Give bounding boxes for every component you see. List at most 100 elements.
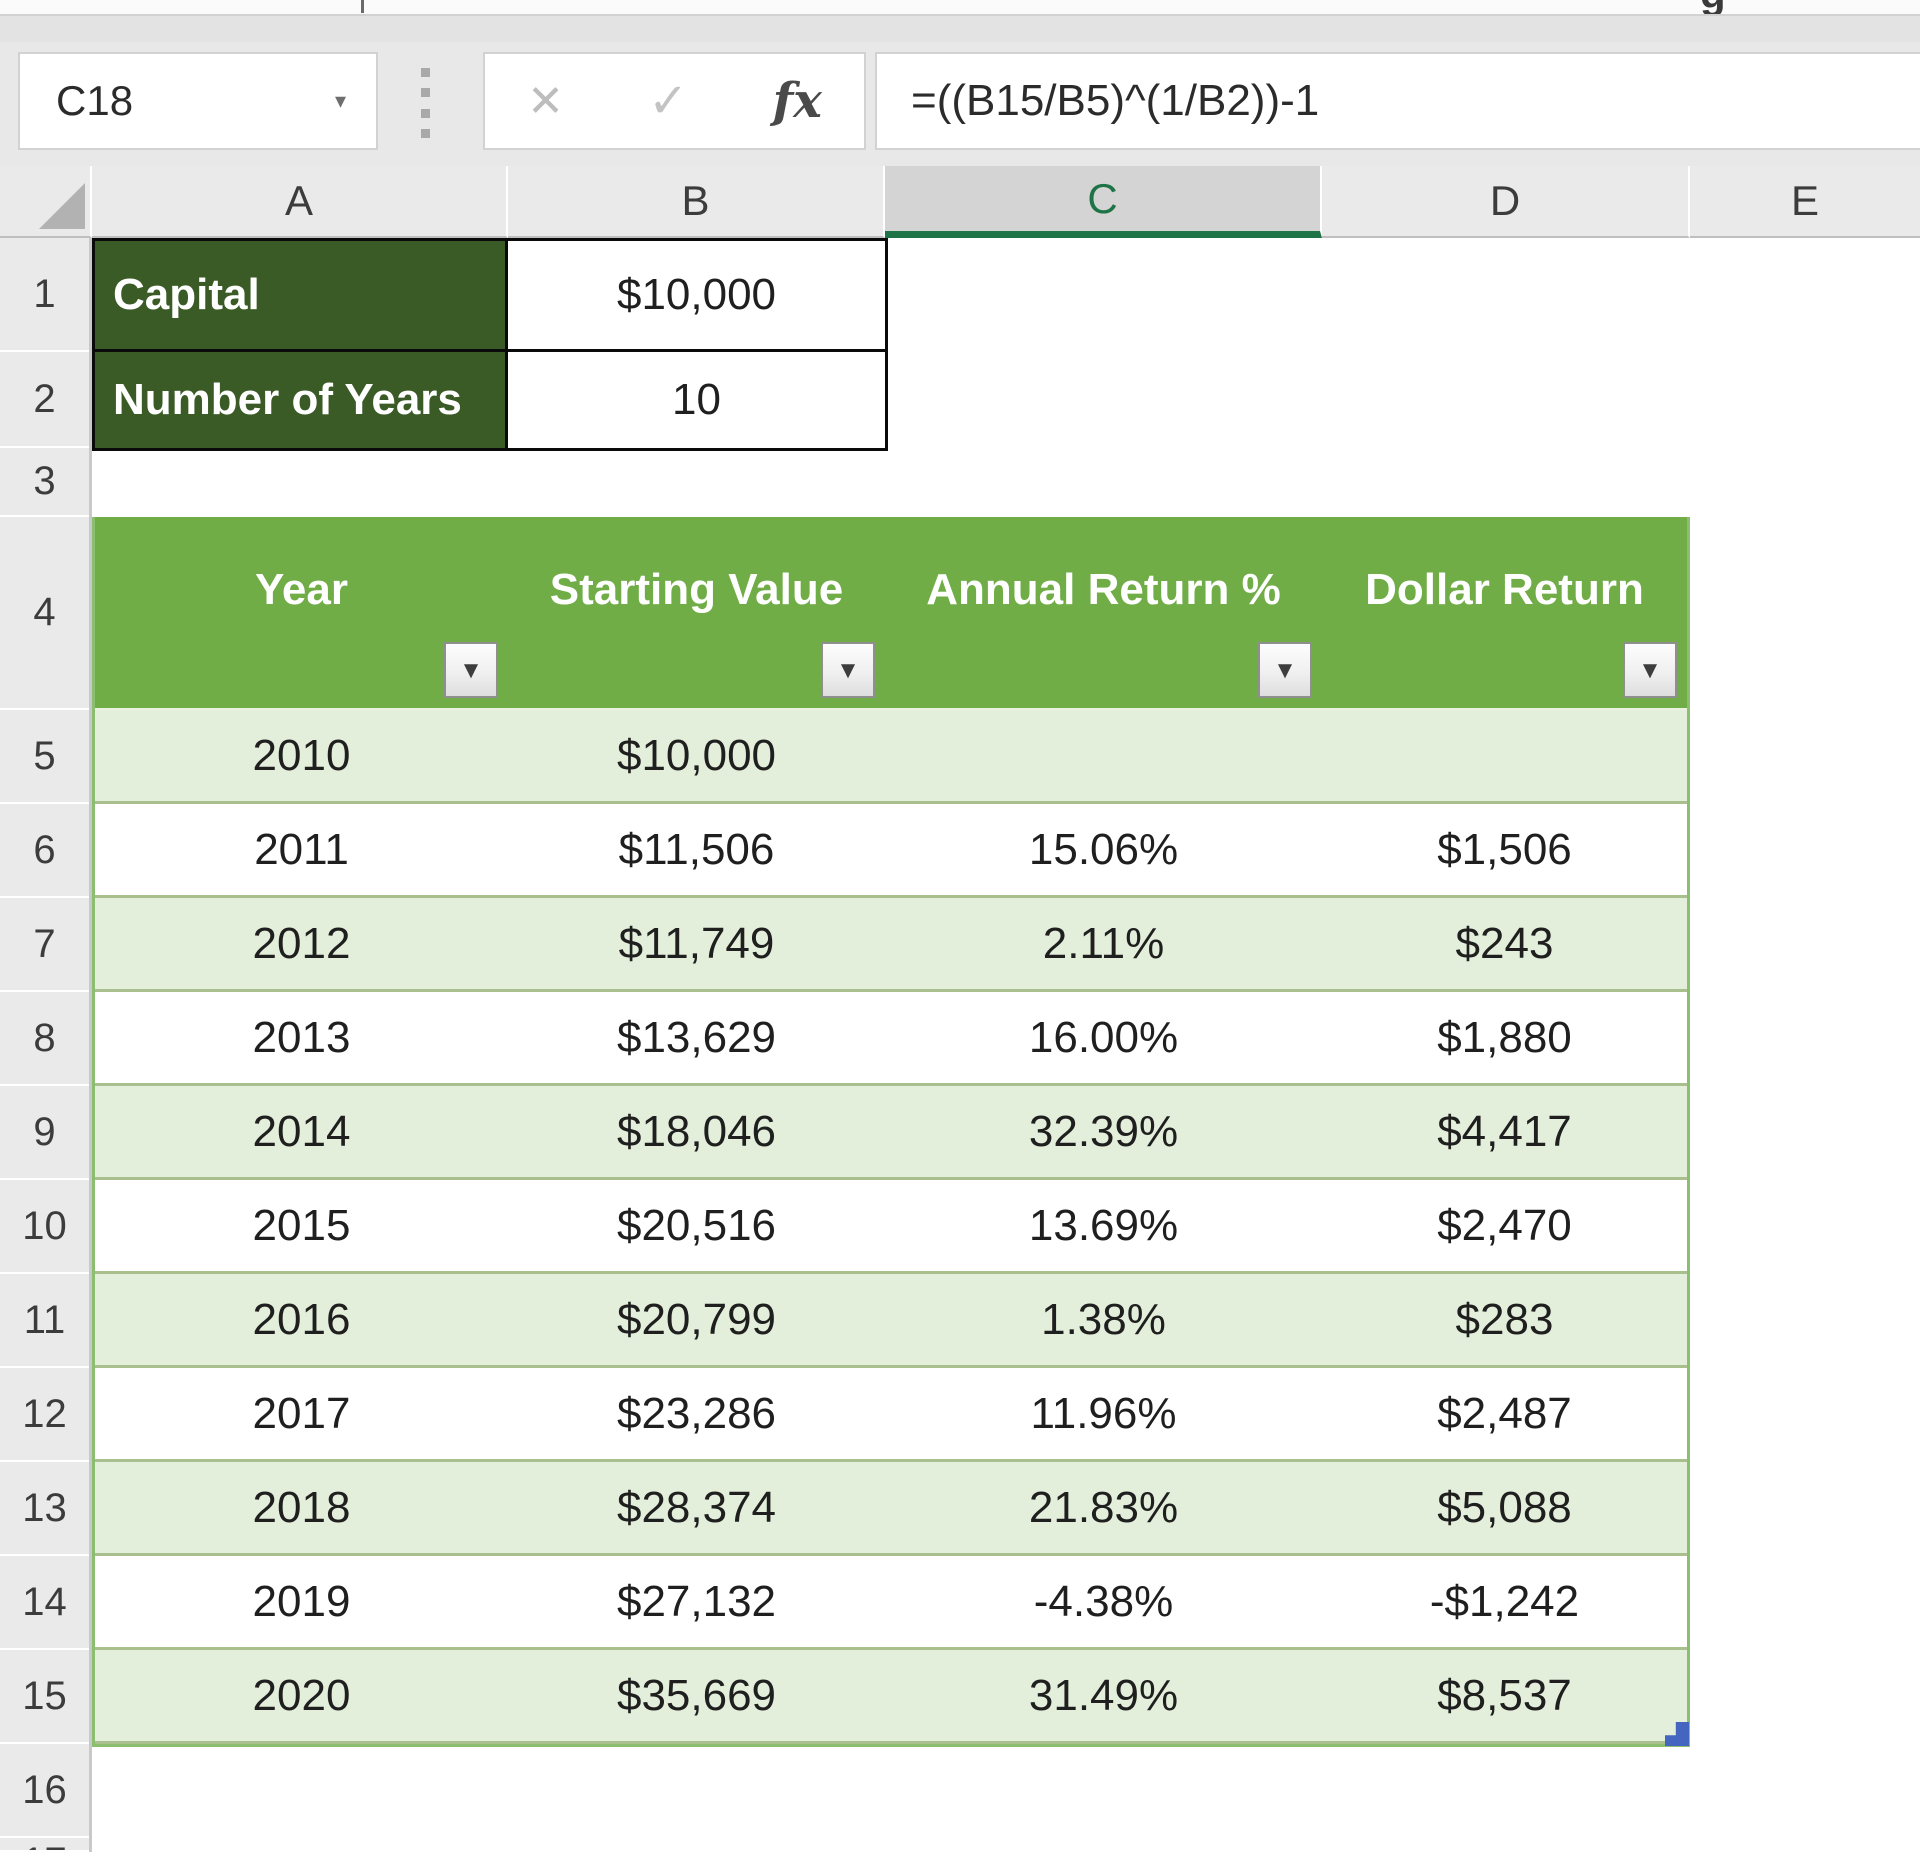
table-cell[interactable]: $20,799 <box>508 1274 885 1365</box>
table-cell[interactable]: 32.39% <box>885 1086 1322 1177</box>
table-cell[interactable]: 15.06% <box>885 804 1322 895</box>
cell-b2-years-value[interactable]: 10 <box>508 352 885 448</box>
cell-text: $5,088 <box>1437 1482 1572 1532</box>
table-cell[interactable]: 11.96% <box>885 1368 1322 1459</box>
row-header[interactable]: 16 <box>0 1744 89 1838</box>
row-header[interactable]: 13 <box>0 1462 89 1556</box>
row-number: 14 <box>22 1579 67 1624</box>
column-filter-header-dollar-return[interactable]: Dollar Return ▼ <box>1322 517 1687 708</box>
name-box[interactable]: C18 ▾ <box>18 52 378 150</box>
table-cell[interactable]: 2019 <box>95 1556 508 1647</box>
enter-icon[interactable]: ✓ <box>648 75 689 128</box>
table-cell[interactable]: $5,088 <box>1322 1462 1687 1553</box>
table-cell[interactable]: 2016 <box>95 1274 508 1365</box>
table-cell[interactable]: -4.38% <box>885 1556 1322 1647</box>
table-cell[interactable]: 16.00% <box>885 992 1322 1083</box>
column-header-d[interactable]: D <box>1322 166 1690 238</box>
row-header[interactable]: 4 <box>0 517 89 710</box>
table-cell[interactable]: $8,537 <box>1322 1650 1687 1741</box>
table-cell[interactable]: $35,669 <box>508 1650 885 1741</box>
row-header[interactable]: 15 <box>0 1650 89 1744</box>
table-cell[interactable]: 2017 <box>95 1368 508 1459</box>
row-header[interactable]: 5 <box>0 710 89 804</box>
table-row: 2020 $35,669 31.49% $8,537 <box>95 1650 1687 1744</box>
row-header[interactable]: 3 <box>0 448 89 517</box>
row-header[interactable]: 2 <box>0 352 89 448</box>
formula-bar-grip[interactable] <box>414 68 436 138</box>
row-header[interactable]: 14 <box>0 1556 89 1650</box>
table-cell[interactable]: 2014 <box>95 1086 508 1177</box>
table-cell[interactable]: $13,629 <box>508 992 885 1083</box>
column-header-e[interactable]: E <box>1690 166 1920 238</box>
cell-a2-years-label[interactable]: Number of Years <box>95 352 508 448</box>
formula-bar-row: C18 ▾ ✕ ✓ fx =((B15/B5)^(1/B2))-1 <box>0 42 1920 166</box>
row-header[interactable]: 12 <box>0 1368 89 1462</box>
table-cell[interactable]: 2020 <box>95 1650 508 1741</box>
row-header[interactable]: 6 <box>0 804 89 898</box>
table-cell[interactable]: 2018 <box>95 1462 508 1553</box>
row-number: 2 <box>33 376 56 421</box>
table-cell[interactable]: 2011 <box>95 804 508 895</box>
column-header-label: Year <box>255 564 348 614</box>
grip-dot <box>420 68 430 77</box>
table-cell[interactable]: 31.49% <box>885 1650 1322 1741</box>
table-cell[interactable]: $28,374 <box>508 1462 885 1553</box>
table-cell[interactable]: $243 <box>1322 898 1687 989</box>
formula-input[interactable]: =((B15/B5)^(1/B2))-1 <box>875 52 1920 150</box>
row-header[interactable]: 9 <box>0 1086 89 1180</box>
table-cell[interactable]: $4,417 <box>1322 1086 1687 1177</box>
formula-text: =((B15/B5)^(1/B2))-1 <box>911 76 1320 125</box>
table-cell[interactable]: $283 <box>1322 1274 1687 1365</box>
row-header[interactable]: 8 <box>0 992 89 1086</box>
table-cell[interactable] <box>1322 710 1687 801</box>
table-cell[interactable]: $10,000 <box>508 710 885 801</box>
column-filter-header-year[interactable]: Year ▼ <box>95 517 508 708</box>
table-cell[interactable]: $2,470 <box>1322 1180 1687 1271</box>
cell-text: 15.06% <box>1028 824 1179 874</box>
name-box-dropdown-icon[interactable]: ▾ <box>334 88 346 113</box>
table-cell[interactable]: $1,880 <box>1322 992 1687 1083</box>
cell-a1-capital-label[interactable]: Capital <box>95 241 508 352</box>
select-all-button[interactable] <box>0 166 92 238</box>
cell-text: 2018 <box>252 1482 351 1532</box>
row-header[interactable]: 17 <box>0 1838 89 1852</box>
column-filter-header-annual-return[interactable]: Annual Return % ▼ <box>885 517 1322 708</box>
table-cell[interactable]: $20,516 <box>508 1180 885 1271</box>
insert-function-icon[interactable]: fx <box>772 73 822 129</box>
cell-text: -$1,242 <box>1429 1576 1580 1626</box>
table-cell[interactable]: $23,286 <box>508 1368 885 1459</box>
filter-button[interactable]: ▼ <box>444 642 498 698</box>
table-cell[interactable]: $11,749 <box>508 898 885 989</box>
table-cell[interactable]: 2012 <box>95 898 508 989</box>
cancel-icon[interactable]: ✕ <box>527 76 564 126</box>
filter-button[interactable]: ▼ <box>821 642 875 698</box>
table-cell[interactable]: -$1,242 <box>1322 1556 1687 1647</box>
table-cell[interactable]: $1,506 <box>1322 804 1687 895</box>
row-number: 15 <box>22 1673 67 1718</box>
filter-button[interactable]: ▼ <box>1258 642 1312 698</box>
column-header-b[interactable]: B <box>508 166 885 238</box>
table-cell[interactable]: 2013 <box>95 992 508 1083</box>
row-header[interactable]: 11 <box>0 1274 89 1368</box>
row-header[interactable]: 1 <box>0 238 89 352</box>
table-cell[interactable]: 13.69% <box>885 1180 1322 1271</box>
table-cell[interactable]: 2010 <box>95 710 508 801</box>
row-header[interactable]: 7 <box>0 898 89 992</box>
table-cell[interactable]: $27,132 <box>508 1556 885 1647</box>
table-cell[interactable] <box>885 710 1322 801</box>
filter-dropdown-icon: ▼ <box>1273 657 1297 684</box>
filter-button[interactable]: ▼ <box>1623 642 1677 698</box>
table-cell[interactable]: $11,506 <box>508 804 885 895</box>
cell-text: -4.38% <box>1033 1576 1174 1626</box>
table-cell[interactable]: 2015 <box>95 1180 508 1271</box>
table-cell[interactable]: 1.38% <box>885 1274 1322 1365</box>
cell-b1-capital-value[interactable]: $10,000 <box>508 241 885 352</box>
table-cell[interactable]: $18,046 <box>508 1086 885 1177</box>
table-cell[interactable]: $2,487 <box>1322 1368 1687 1459</box>
column-header-c-selected[interactable]: C <box>885 166 1322 238</box>
table-cell[interactable]: 21.83% <box>885 1462 1322 1553</box>
column-header-a[interactable]: A <box>92 166 508 238</box>
table-cell[interactable]: 2.11% <box>885 898 1322 989</box>
row-header[interactable]: 10 <box>0 1180 89 1274</box>
column-filter-header-starting-value[interactable]: Starting Value ▼ <box>508 517 885 708</box>
